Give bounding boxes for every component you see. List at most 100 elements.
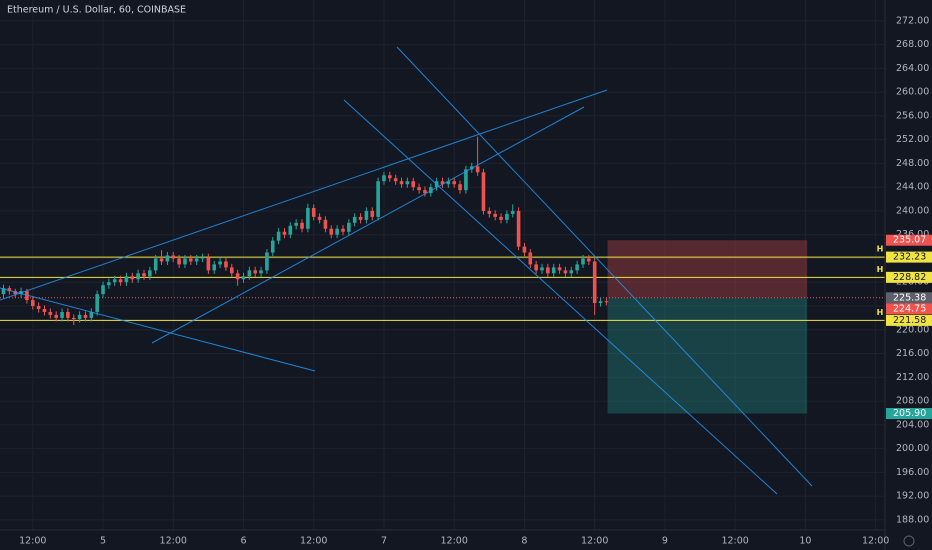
candle-body xyxy=(370,210,375,217)
y-tick-label: 208.00 xyxy=(896,396,929,407)
x-tick-label: 12:00 xyxy=(19,536,46,547)
candle-body xyxy=(224,261,228,268)
y-tick-label: 268.00 xyxy=(896,39,929,50)
candle-body xyxy=(130,276,135,280)
candle-body xyxy=(317,216,322,220)
price-label: 228.82 xyxy=(893,272,926,283)
candle-body xyxy=(183,258,187,265)
candle-body xyxy=(276,231,281,241)
settings-icon[interactable] xyxy=(903,535,915,547)
candle-body xyxy=(551,267,556,274)
y-tick-label: 256.00 xyxy=(896,110,929,121)
candle-body xyxy=(382,175,386,182)
trend-line xyxy=(151,106,585,344)
candle-body xyxy=(194,258,199,262)
candle-body xyxy=(112,279,117,283)
price-label: 224.75 xyxy=(893,303,926,314)
candle-body xyxy=(493,213,497,217)
trend-line xyxy=(0,287,316,372)
candle-body xyxy=(458,184,462,191)
candle-body xyxy=(329,228,334,235)
candle-body xyxy=(241,276,246,280)
x-tick-label: 12:00 xyxy=(160,536,187,547)
candle-body xyxy=(528,252,533,265)
y-tick-label: 252.00 xyxy=(896,134,929,145)
candle-body xyxy=(206,257,211,271)
candle-body xyxy=(464,169,468,191)
y-tick-label: 272.00 xyxy=(896,15,929,26)
candle-body xyxy=(569,270,574,274)
price-label-box xyxy=(886,408,932,420)
levels xyxy=(0,256,885,321)
candle-body xyxy=(399,181,404,185)
candle-body xyxy=(270,240,275,253)
candles xyxy=(1,136,609,326)
stop-zone xyxy=(607,240,808,298)
candle-body xyxy=(311,207,316,217)
chart-title: Ethereum / U.S. Dollar, 60, COINBASE xyxy=(7,5,186,16)
candle-body xyxy=(522,246,527,253)
candle-body xyxy=(60,311,64,318)
candle-body xyxy=(177,258,181,265)
candle-body xyxy=(30,300,35,306)
price-label-box xyxy=(886,251,932,263)
candle-body xyxy=(440,181,445,185)
y-tick-label: 248.00 xyxy=(896,158,929,169)
candle-body xyxy=(487,210,492,214)
price-label: 235.07 xyxy=(893,235,926,246)
candle-body xyxy=(534,264,538,271)
candle-body xyxy=(294,222,298,226)
candle-body xyxy=(83,314,88,318)
candle-body xyxy=(411,181,416,188)
level-tag: H xyxy=(877,265,884,274)
candle-body xyxy=(235,273,240,280)
x-tick-label: 9 xyxy=(662,536,668,547)
trend-line xyxy=(0,89,608,301)
y-tick-label: 212.00 xyxy=(896,372,929,383)
candle-body xyxy=(48,311,53,315)
candle-body xyxy=(165,255,170,262)
candle-body xyxy=(54,314,58,318)
y-tick-label: 236.00 xyxy=(896,229,929,240)
candle-body xyxy=(510,210,515,214)
candle-body xyxy=(218,261,222,265)
trend-line xyxy=(343,99,778,495)
candle-body xyxy=(335,228,339,235)
candle-body xyxy=(563,270,568,274)
candle-body xyxy=(306,207,310,229)
candle-body xyxy=(265,252,269,271)
price-label: 225.38 xyxy=(893,292,926,303)
candle-body xyxy=(200,257,205,259)
x-tick-label: 5 xyxy=(100,536,106,547)
price-label-box xyxy=(886,292,932,304)
y-tick-label: 220.00 xyxy=(896,324,929,335)
candle-body xyxy=(148,270,152,277)
y-tick-label: 264.00 xyxy=(896,63,929,74)
axes: 188.00 192.00 196.00 200.00 204.00 208.00 212.… xyxy=(19,15,932,547)
candle-body xyxy=(452,181,457,185)
x-tick-label: 12:00 xyxy=(441,536,468,547)
y-tick-label: 260.00 xyxy=(896,87,929,98)
candle-body xyxy=(604,301,609,303)
x-tick-label: 12:00 xyxy=(581,536,608,547)
y-tick-label: 200.00 xyxy=(896,443,929,454)
candle-body xyxy=(587,258,591,262)
candle-body xyxy=(505,213,509,220)
target-zone xyxy=(607,297,808,414)
candle-body xyxy=(247,270,252,277)
candle-body xyxy=(118,279,123,283)
y-tick-label: 188.00 xyxy=(896,514,929,525)
candle-body xyxy=(253,270,257,274)
candle-body xyxy=(581,258,585,265)
candle-body xyxy=(388,175,392,179)
candle-body xyxy=(77,314,82,320)
candle-body xyxy=(557,267,562,271)
candle-body xyxy=(546,267,550,274)
candle-body xyxy=(259,270,263,274)
candle-body xyxy=(13,291,18,295)
candle-body xyxy=(101,285,105,295)
candle-body xyxy=(66,311,70,318)
candle-body xyxy=(1,288,6,295)
trend-line xyxy=(396,46,813,487)
